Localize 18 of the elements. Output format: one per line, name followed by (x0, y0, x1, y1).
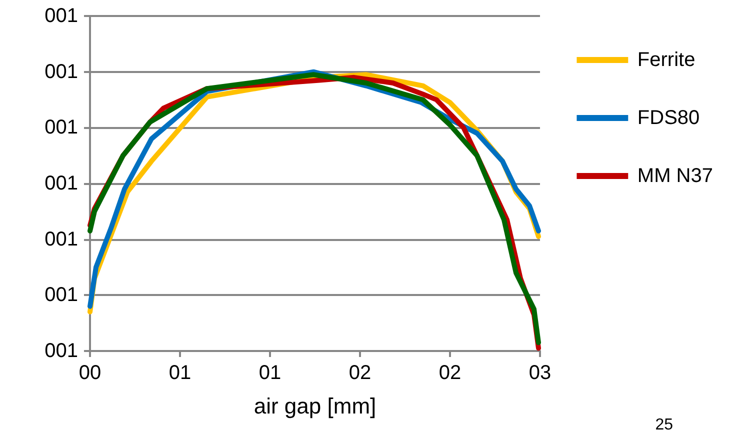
text: 001 (44, 228, 78, 250)
text: 001 (44, 340, 78, 362)
x-tick-label: 02 (348, 362, 372, 384)
text: 001 (44, 60, 78, 83)
legend-label: FDS80 (637, 107, 700, 129)
text: 001 (44, 116, 78, 139)
x-tick-label: 02 (438, 362, 462, 384)
text: 001 (44, 172, 78, 194)
x-tick-label: 01 (258, 362, 282, 384)
legend-label: Ferrite (637, 49, 696, 71)
legend-label: MM N37 (637, 165, 714, 187)
text: 25 (655, 416, 674, 434)
text: 001 (44, 5, 78, 27)
x-axis-title: air gap [mm] (254, 394, 376, 418)
text: 001 (44, 284, 78, 306)
x-tick-label: 03 (528, 362, 552, 384)
x-tick-label: 00 (78, 362, 102, 384)
x-tick-label: 01 (168, 362, 192, 384)
